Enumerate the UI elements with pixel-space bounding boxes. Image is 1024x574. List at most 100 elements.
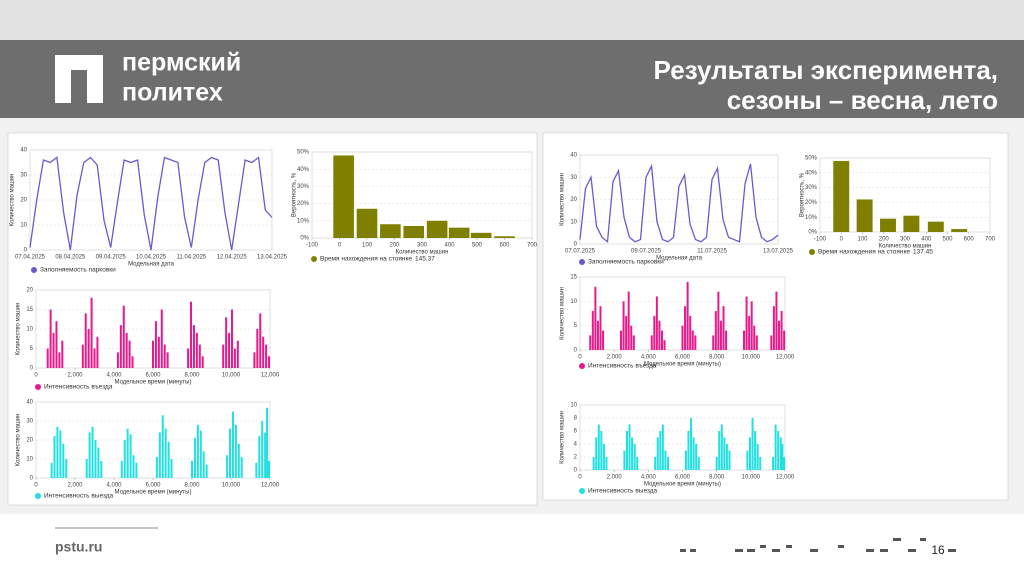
y-tick-label: 5 [30, 346, 34, 352]
footer-bg [0, 514, 1024, 574]
y-tick-label: 10 [20, 223, 27, 229]
y-axis-label: Количество машин [560, 287, 566, 340]
x-tick-label: -100 [814, 237, 827, 243]
x-tick-label: 0 [578, 355, 582, 361]
y-tick-label: 40 [20, 148, 27, 154]
line [29, 156, 273, 251]
x-tick-label: 300 [417, 243, 428, 249]
page-number: 16 [931, 543, 945, 557]
x-tick-label: 4,000 [641, 475, 657, 481]
y-tick-label: 0 [574, 348, 578, 354]
x-tick-label: 0 [840, 237, 844, 243]
x-tick-label: 13.07.2025 [763, 249, 794, 255]
panel [7, 132, 538, 506]
legend-label: Заполняемость парковки [588, 259, 664, 266]
x-tick-label: 10.04.2025 [136, 255, 167, 261]
x-axis-label: Модельная дата [128, 262, 174, 268]
x-tick-label: 600 [964, 237, 975, 243]
y-tick-label: 30 [26, 419, 33, 425]
x-tick-label: 4,000 [641, 355, 657, 361]
x-axis-label: Количество машин [879, 244, 932, 250]
header-bar [0, 40, 1024, 118]
y-tick-label: 50% [805, 156, 818, 162]
legend-label: Интенсивность въезда [44, 384, 113, 391]
legend-marker [579, 488, 585, 494]
x-axis-label: Модельное время (минуты) [644, 362, 721, 368]
slide-title: сезоны – весна, лето [727, 85, 998, 115]
bar [494, 236, 515, 238]
bar [856, 199, 873, 232]
x-tick-label: 700 [985, 237, 996, 243]
y-axis-label: Вероятность, % [800, 172, 806, 217]
legend-label: Интенсивность выезда [44, 493, 114, 500]
y-tick-label: 15 [570, 275, 577, 281]
x-tick-label: 11.04.2025 [177, 255, 207, 261]
bar [426, 220, 448, 238]
y-tick-label: 40% [805, 170, 818, 176]
x-tick-label: 09.07.2025 [631, 249, 662, 255]
x-tick-label: 0 [338, 243, 342, 249]
annotation: 137.45 [913, 249, 933, 256]
x-tick-label: 200 [389, 243, 400, 249]
x-tick-label: 13.04.2025 [257, 255, 288, 261]
x-tick-label: 6,000 [675, 355, 691, 361]
x-tick-label: 12,000 [261, 483, 280, 489]
line [579, 163, 779, 244]
bar [927, 221, 944, 232]
x-tick-label: 600 [499, 243, 510, 249]
x-tick-label: 0 [34, 483, 38, 489]
x-tick-label: 12.04.2025 [217, 255, 248, 261]
y-tick-label: 20 [26, 288, 33, 294]
y-tick-label: 20 [26, 438, 33, 444]
y-tick-label: 30% [297, 184, 310, 190]
x-tick-label: 12,000 [261, 373, 280, 379]
x-tick-label: 400 [921, 237, 932, 243]
x-axis-label: Количество машин [396, 250, 449, 256]
y-tick-label: 20 [20, 198, 27, 204]
x-axis-label: Модельное время (минуты) [644, 482, 721, 488]
legend-label: Заполняемость парковки [40, 267, 116, 274]
y-tick-label: 2 [574, 455, 578, 461]
x-tick-label: 8,000 [709, 475, 725, 481]
y-tick-label: 30% [805, 185, 818, 191]
x-tick-label: 4,000 [106, 483, 122, 489]
x-tick-label: 100 [857, 237, 868, 243]
x-axis-label: Модельное время (минуты) [115, 380, 192, 386]
x-axis-label: Модельное время (минуты) [115, 490, 192, 496]
bar [333, 155, 354, 238]
y-axis-label: Количество машин [560, 173, 566, 226]
y-axis-label: Количество машин [16, 303, 22, 356]
x-tick-label: 07.07.2025 [565, 249, 596, 255]
x-tick-label: 6,000 [145, 373, 161, 379]
x-tick-label: 300 [900, 237, 911, 243]
y-tick-label: 10% [805, 215, 818, 221]
y-tick-label: 0 [574, 468, 578, 474]
logo-text: политех [122, 79, 223, 107]
x-tick-label: 8,000 [184, 483, 200, 489]
x-tick-label: 500 [942, 237, 953, 243]
legend-marker [35, 493, 41, 499]
logo-text: пермский [122, 49, 241, 77]
y-tick-label: 0 [574, 242, 578, 248]
x-tick-label: 2,000 [67, 483, 83, 489]
y-tick-label: 10 [26, 457, 33, 463]
slide-title: Результаты эксперимента, [654, 55, 998, 85]
y-tick-label: 10 [570, 403, 577, 409]
x-tick-label: 100 [362, 243, 373, 249]
x-tick-label: 2,000 [607, 355, 623, 361]
y-tick-label: 40 [570, 153, 577, 159]
y-axis-label: Вероятность, % [292, 172, 298, 217]
x-tick-label: 11.07.2025 [697, 249, 727, 255]
y-tick-label: 40 [26, 400, 33, 406]
x-tick-label: 8,000 [709, 355, 725, 361]
x-tick-label: 200 [879, 237, 890, 243]
x-tick-label: 400 [444, 243, 455, 249]
y-tick-label: 15 [26, 307, 33, 313]
x-tick-label: 08.04.2025 [55, 255, 86, 261]
x-tick-label: 07.04.2025 [15, 255, 46, 261]
legend-label: Интенсивность въезда [588, 363, 657, 370]
x-tick-label: 700 [527, 243, 538, 249]
x-tick-label: 0 [34, 373, 38, 379]
footer-site: pstu.ru [55, 539, 102, 555]
